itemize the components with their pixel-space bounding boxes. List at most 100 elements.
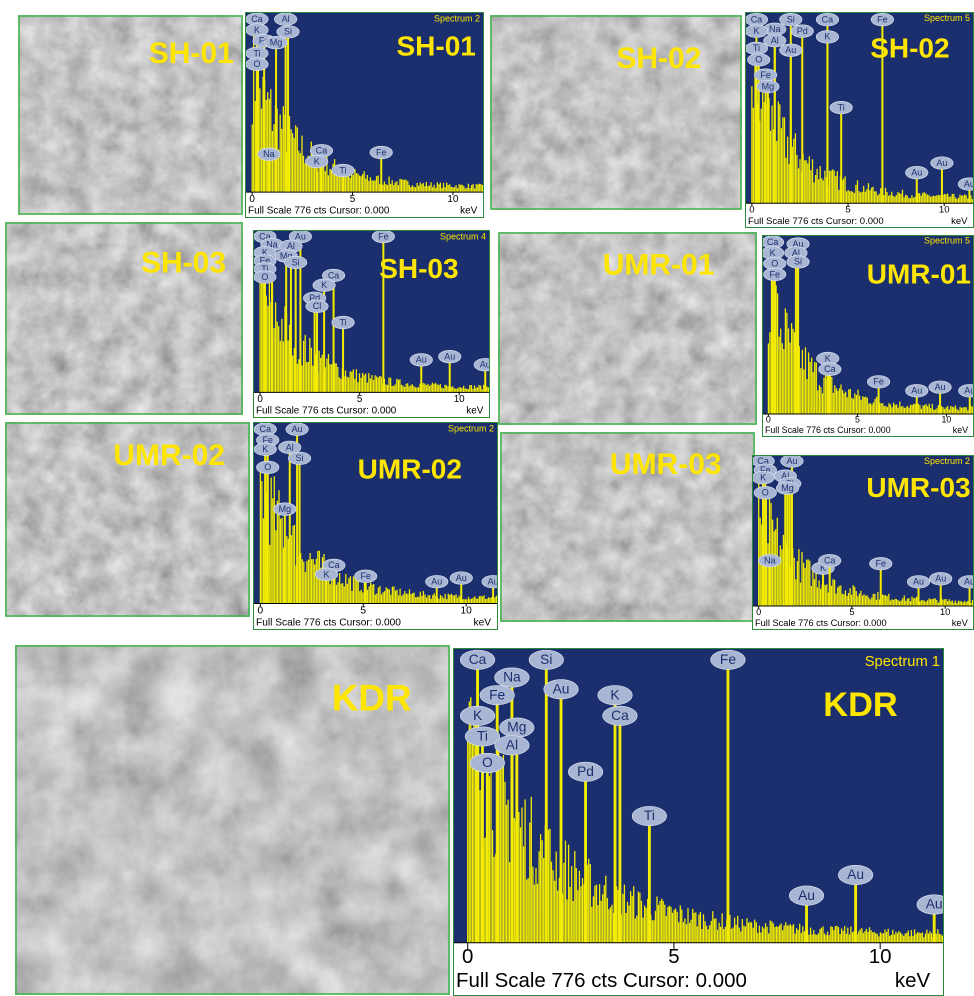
element-label: K bbox=[262, 444, 268, 454]
sem-image bbox=[498, 232, 757, 425]
element-label: K bbox=[760, 473, 766, 483]
element-badge bbox=[449, 571, 473, 585]
element-label: O bbox=[771, 259, 778, 269]
tick-label: 0 bbox=[249, 194, 255, 205]
element-label: Ti bbox=[753, 43, 760, 53]
image-label: UMR-03 bbox=[610, 448, 722, 481]
image-label: UMR-01 bbox=[603, 249, 715, 282]
tick-label: 5 bbox=[855, 415, 860, 425]
element-label: Fe bbox=[360, 571, 371, 581]
element-badge bbox=[257, 147, 281, 161]
element-badge bbox=[479, 685, 515, 706]
element-badge bbox=[312, 278, 336, 292]
spectrum-background-bars bbox=[467, 697, 944, 943]
element-label: K bbox=[770, 248, 776, 258]
image-label: SH-02 bbox=[616, 42, 701, 75]
element-badge bbox=[459, 705, 496, 726]
sem-image bbox=[5, 222, 243, 415]
element-badge bbox=[905, 166, 929, 180]
element-label: Au bbox=[488, 577, 499, 587]
element-label: K bbox=[314, 156, 320, 166]
sem-image bbox=[500, 432, 755, 622]
element-label: Al bbox=[287, 241, 295, 251]
sem-image bbox=[15, 645, 450, 995]
element-badge bbox=[494, 735, 530, 756]
tick-label: 5 bbox=[845, 205, 850, 216]
element-badge bbox=[763, 267, 787, 281]
tick-label: 5 bbox=[360, 605, 366, 616]
element-label: Ti bbox=[838, 102, 845, 112]
element-label: Fe bbox=[760, 70, 771, 80]
spectrum-sample-label: KDR bbox=[823, 686, 898, 724]
spectrum-title: Spectrum 2 bbox=[434, 13, 480, 23]
tick-label: 10 bbox=[940, 607, 950, 617]
image-frame bbox=[18, 15, 243, 215]
element-label: Fe bbox=[259, 36, 270, 46]
element-badge bbox=[314, 567, 339, 582]
element-badge bbox=[786, 255, 810, 269]
spectrum-title: Spectrum 4 bbox=[440, 231, 486, 241]
element-badge bbox=[305, 154, 329, 169]
element-badge bbox=[597, 685, 633, 706]
element-badge bbox=[464, 726, 501, 747]
element-label: O bbox=[253, 59, 260, 69]
element-label: O bbox=[755, 55, 762, 65]
element-label: Au bbox=[935, 382, 946, 392]
element-label: O bbox=[261, 272, 268, 282]
element-label: Au bbox=[553, 681, 570, 696]
element-badge bbox=[870, 13, 894, 27]
tick-label: 0 bbox=[756, 607, 761, 617]
element-label: Mg bbox=[280, 251, 293, 261]
element-badge bbox=[790, 24, 814, 38]
element-label: Si bbox=[296, 453, 304, 463]
spectrum-unit: keV bbox=[953, 425, 968, 435]
element-badge bbox=[276, 25, 300, 39]
tick-label: 0 bbox=[766, 415, 771, 425]
element-label: Fe bbox=[876, 559, 887, 569]
element-label: K bbox=[254, 25, 260, 35]
spectrum-unit: keV bbox=[466, 406, 483, 417]
element-label: Ca bbox=[251, 14, 263, 24]
tick-label: 0 bbox=[749, 205, 754, 216]
spectrum-footer: Full Scale 776 cts Cursor: 0.000 bbox=[755, 618, 887, 628]
element-label: Fe bbox=[262, 435, 273, 445]
element-badge bbox=[905, 384, 929, 398]
element-label: Ca bbox=[822, 15, 834, 25]
element-label: Al bbox=[286, 442, 294, 452]
spectrum-sample-label: SH-01 bbox=[397, 30, 476, 61]
element-badge bbox=[264, 36, 288, 50]
tick-label: 10 bbox=[942, 415, 952, 425]
element-label: Au bbox=[786, 456, 797, 466]
element-label: Ti bbox=[644, 808, 655, 823]
spectrum-title: Spectrum 1 bbox=[865, 654, 940, 670]
panel: KDR Ca Si Na Au Fe K Ca K Mg Ti Al O Pd Ti Fe Au Au Au Spec… bbox=[15, 645, 944, 996]
element-label: Si bbox=[292, 257, 300, 267]
spectrum: Ca Si Na Au Fe K Ca K Mg Ti Al O Pd Ti Fe Au Au Au Spectru… bbox=[453, 648, 944, 996]
element-badge bbox=[758, 554, 782, 568]
element-label: Fe bbox=[873, 377, 884, 387]
tick-label: 5 bbox=[350, 194, 356, 205]
element-badge bbox=[473, 358, 490, 372]
element-badge bbox=[631, 806, 667, 827]
element-label: Ca bbox=[328, 270, 340, 280]
element-label: Au bbox=[292, 424, 303, 434]
element-label: Mg bbox=[781, 483, 794, 493]
element-label: K bbox=[262, 248, 268, 258]
image-frame bbox=[498, 232, 757, 425]
spectrum-unit: keV bbox=[460, 206, 477, 217]
element-badge bbox=[278, 440, 302, 455]
spectrum-unit: keV bbox=[474, 618, 492, 629]
element-label: Pd bbox=[797, 26, 808, 36]
image-label: SH-01 bbox=[149, 37, 234, 70]
element-badge bbox=[829, 100, 853, 115]
element-label: O bbox=[264, 462, 271, 472]
element-label: Fe bbox=[260, 256, 271, 266]
panel: UMR-03CaAuFeAlKSiOMgNaKCaFeAuAuAuSpectru… bbox=[500, 432, 974, 630]
tick-label: 0 bbox=[258, 605, 264, 616]
element-badge bbox=[763, 34, 787, 48]
element-badge bbox=[753, 486, 777, 500]
